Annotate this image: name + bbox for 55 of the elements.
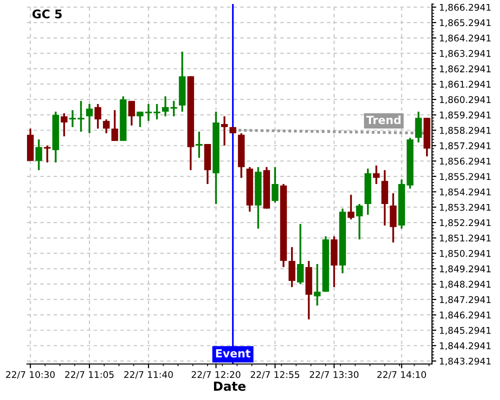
x-tick-label: 22/7 11:40 [124, 371, 173, 379]
candlestick [86, 103, 93, 134]
candlestick [221, 115, 228, 146]
chart-title: GC 5 [32, 9, 62, 18]
candlestick [102, 118, 110, 134]
candlestick [348, 194, 354, 220]
candlestick [356, 203, 363, 240]
y-tick-label: 1,846.2941 [440, 312, 491, 320]
y-tick-label: 1,857.2941 [440, 142, 491, 150]
x-tick-label: 22/7 10:30 [6, 371, 55, 379]
y-tick-label: 1,850.2941 [440, 250, 491, 258]
y-tick-label: 1,859.2941 [440, 112, 491, 120]
y-tick-label: 1,864.2941 [440, 34, 491, 42]
y-tick-label: 1,866.2941 [440, 4, 491, 12]
x-tick-label: 22/7 12:20 [192, 371, 240, 379]
candlestick [381, 169, 388, 226]
y-tick-label: 1,853.2941 [440, 204, 491, 212]
candlestick [44, 144, 51, 164]
y-tick-label: 1,849.2941 [440, 265, 491, 274]
y-tick-label: 1,852.2941 [440, 219, 491, 228]
candlestick [372, 164, 380, 185]
candlestick [314, 263, 321, 306]
candlestick [272, 166, 278, 204]
y-tick-label: 1,858.2941 [440, 126, 491, 135]
candlestick [415, 110, 422, 144]
candlestick [60, 112, 68, 138]
candlestick [288, 246, 296, 288]
y-tick-label: 1,855.2941 [440, 173, 491, 181]
y-tick-label: 1,863.2941 [440, 50, 491, 58]
x-tick-label: 22/7 13:30 [310, 371, 358, 379]
candlestick [111, 109, 118, 142]
y-tick-label: 1,860.2941 [440, 96, 491, 104]
y-tick-label: 1,843.2941 [440, 358, 491, 366]
candlestick [297, 223, 304, 285]
y-tick-label: 1,862.2941 [440, 65, 491, 74]
candlestick [390, 192, 397, 244]
y-tick-label: 1,845.2941 [440, 326, 491, 335]
x-tick-label: 22/7 12:55 [250, 371, 300, 379]
x-tick-label: 22/7 11:05 [65, 371, 114, 379]
y-tick-label: 1,856.2941 [440, 158, 491, 166]
y-tick-label: 1,848.2941 [440, 280, 491, 289]
ref-line-label: Event [216, 349, 250, 358]
candlestick [128, 100, 135, 126]
candlestick [196, 130, 202, 159]
series-label: Trend [366, 116, 401, 124]
x-tick-label: 22/7 14:10 [377, 371, 426, 379]
y-tick-label: 1,844.2941 [440, 342, 491, 350]
y-tick-label: 1,854.2941 [440, 188, 491, 196]
candlestick [35, 138, 42, 172]
x-axis-title: Date [214, 382, 246, 391]
y-tick-label: 1,847.2941 [440, 296, 491, 304]
y-tick-label: 1,851.2941 [440, 234, 491, 242]
y-tick-label: 1,861.2941 [440, 80, 491, 89]
candlestick [94, 103, 102, 130]
y-tick-label: 1,865.2941 [440, 19, 491, 28]
